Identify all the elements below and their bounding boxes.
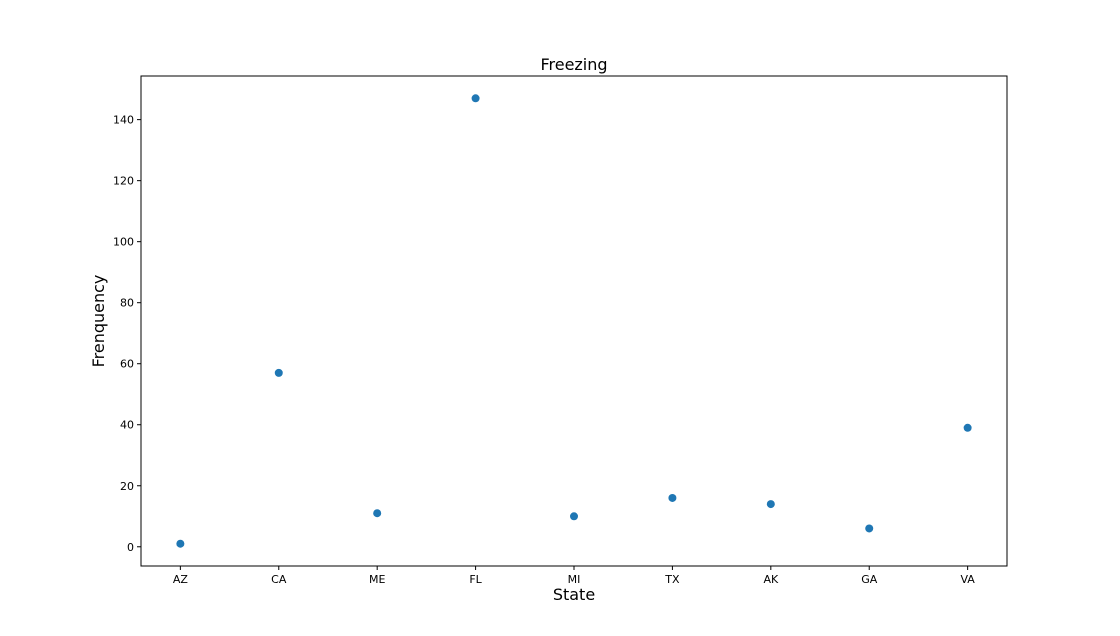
y-tick-label: 100 bbox=[113, 236, 134, 249]
data-point bbox=[274, 368, 283, 377]
x-axis-ticks: AZ CA ME FL MI TX AK GA VA bbox=[173, 566, 975, 586]
y-tick-label: 120 bbox=[113, 175, 134, 188]
data-point bbox=[570, 512, 578, 521]
data-point bbox=[668, 493, 677, 502]
x-tick-label: MI bbox=[568, 573, 581, 586]
y-tick-label: 20 bbox=[120, 480, 134, 493]
data-point bbox=[373, 509, 382, 518]
chart-title: Freezing bbox=[540, 55, 607, 74]
x-tick-label: CA bbox=[271, 573, 287, 586]
x-tick-label: FL bbox=[469, 573, 482, 586]
x-axis-label: State bbox=[553, 585, 595, 604]
data-points bbox=[176, 94, 972, 548]
data-point bbox=[963, 423, 972, 432]
y-tick-label: 140 bbox=[113, 114, 134, 127]
x-tick-label: AK bbox=[763, 573, 779, 586]
x-tick-label: ME bbox=[369, 573, 385, 586]
x-tick-label: AZ bbox=[173, 573, 189, 586]
y-tick-label: 0 bbox=[127, 541, 134, 554]
data-point bbox=[176, 539, 185, 548]
data-point bbox=[865, 524, 874, 533]
x-tick-label: GA bbox=[861, 573, 878, 586]
data-point bbox=[766, 500, 775, 509]
plot-area-frame bbox=[140, 75, 1008, 567]
x-tick-label: TX bbox=[664, 573, 680, 586]
data-point bbox=[471, 94, 480, 103]
x-tick-label: VA bbox=[960, 573, 975, 586]
y-axis-label: Frenquency bbox=[89, 275, 108, 368]
y-tick-label: 80 bbox=[120, 297, 134, 310]
y-tick-label: 60 bbox=[120, 358, 134, 371]
y-axis-ticks: 0 20 40 60 80 100 120 140 bbox=[113, 114, 141, 554]
y-tick-label: 40 bbox=[120, 419, 134, 432]
